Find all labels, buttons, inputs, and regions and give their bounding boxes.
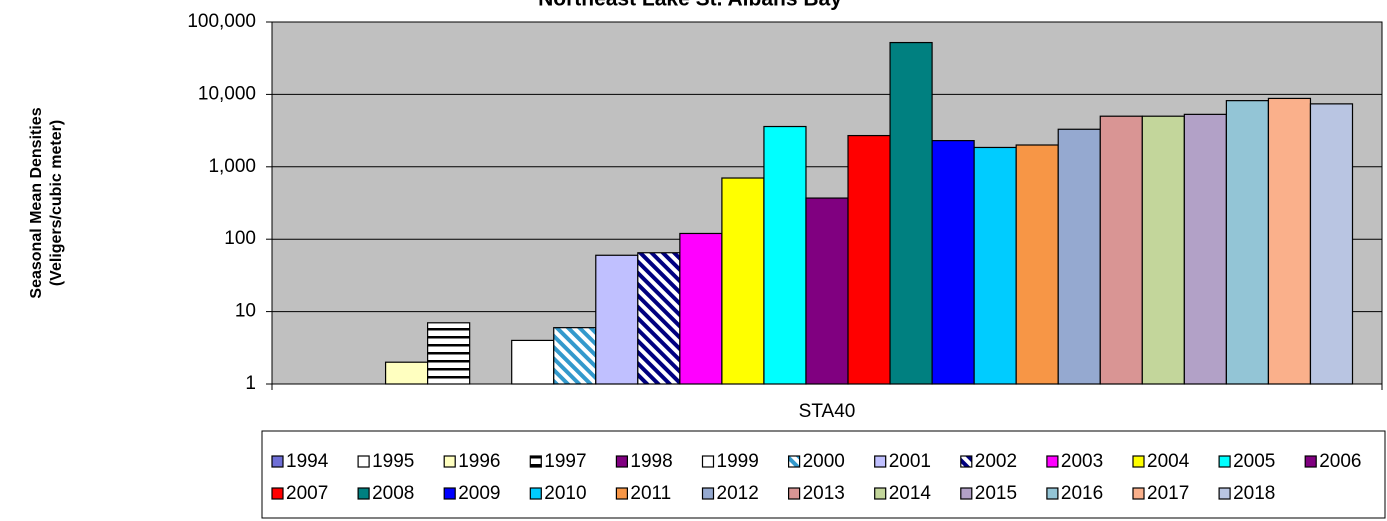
- legend-swatch: [357, 455, 370, 468]
- bar: [889, 41, 933, 385]
- bar: [427, 322, 471, 385]
- legend-label: 2006: [1319, 451, 1361, 472]
- bar: [1015, 144, 1059, 385]
- bar: [1267, 97, 1312, 385]
- legend-label: 2017: [1147, 483, 1189, 504]
- legend-swatch: [357, 487, 370, 500]
- bar: [637, 252, 681, 385]
- legend-swatch: [1046, 487, 1059, 500]
- bar: [1309, 103, 1354, 385]
- legend-label: 2013: [803, 483, 845, 504]
- legend-box: [261, 430, 1386, 519]
- bar: [553, 327, 597, 385]
- legend-swatch: [960, 487, 973, 500]
- y-tick-label: 100: [224, 228, 256, 249]
- legend-swatch: [615, 487, 629, 500]
- legend-label: 2007: [286, 483, 328, 504]
- bar: [805, 197, 849, 385]
- legend-label: 2016: [1061, 483, 1103, 504]
- y-tick-label: 10: [235, 301, 256, 322]
- bar: [763, 125, 807, 385]
- legend-label: 2008: [372, 483, 414, 504]
- legend-swatch: [874, 455, 887, 468]
- legend-swatch: [1218, 487, 1231, 500]
- legend-swatch: [443, 455, 456, 468]
- bar: [1225, 100, 1270, 385]
- legend-swatch: [1218, 455, 1231, 468]
- bar: [721, 177, 765, 385]
- legend-label: 2011: [630, 483, 671, 504]
- legend-swatch: [1132, 455, 1145, 468]
- legend-label: 1997: [544, 451, 586, 472]
- legend-swatch: [701, 487, 715, 500]
- y-tick-label: 1,000: [208, 156, 256, 177]
- bar: [511, 339, 555, 385]
- legend-label: 2003: [1061, 451, 1103, 472]
- y-axis-label: Seasonal Mean Densities: [28, 107, 45, 298]
- legend-label: 2009: [458, 483, 500, 504]
- y-tick-label: 1: [245, 373, 256, 394]
- y-tick-label: 100,000: [187, 11, 256, 32]
- legend-swatch: [787, 487, 801, 500]
- legend-swatch: [787, 455, 801, 468]
- legend-label: 2002: [975, 451, 1017, 472]
- legend-label: 1999: [717, 451, 759, 472]
- legend-swatch: [1304, 455, 1317, 468]
- bar: [1183, 113, 1227, 385]
- chart-title: Northeast Lake St. Albans Bay: [538, 0, 842, 11]
- legend-label: 1994: [286, 451, 329, 472]
- bar: [931, 140, 975, 385]
- bar: [1141, 115, 1185, 385]
- bar: [384, 361, 429, 385]
- legend-label: 2012: [717, 483, 759, 504]
- legend-label: 2004: [1147, 451, 1190, 472]
- x-tick-label: STA40: [799, 401, 856, 422]
- legend-label: 2005: [1233, 451, 1275, 472]
- legend-swatch: [1046, 455, 1059, 468]
- legend-swatch: [615, 455, 629, 468]
- bar: [1057, 128, 1101, 385]
- legend-swatch: [529, 487, 542, 500]
- legend-label: 1995: [372, 451, 414, 472]
- bar: [679, 232, 723, 385]
- y-tick-label: 10,000: [198, 83, 256, 104]
- legend-swatch: [271, 487, 284, 500]
- legend-swatch: [529, 455, 542, 468]
- bar: [1099, 115, 1143, 385]
- legend-swatch: [443, 487, 456, 500]
- legend-label: 2010: [544, 483, 586, 504]
- plot-border: [271, 21, 1383, 385]
- legend-label: 2001: [889, 451, 931, 472]
- legend-swatch: [1132, 487, 1145, 500]
- bar: [847, 134, 891, 385]
- bar: [973, 146, 1017, 385]
- legend-label: 2014: [889, 483, 932, 504]
- legend-label: 2018: [1233, 483, 1275, 504]
- legend-label: 2015: [975, 483, 1017, 504]
- y-axis-label: (Veligers/cubic meter): [48, 120, 65, 286]
- legend-label: 1998: [630, 451, 672, 472]
- legend-swatch: [874, 487, 887, 500]
- legend-swatch: [701, 455, 715, 468]
- legend-label: 1996: [458, 451, 500, 472]
- legend-swatch: [960, 455, 973, 468]
- legend-swatch: [271, 455, 284, 468]
- bar: [595, 254, 639, 385]
- legend-label: 2000: [803, 451, 845, 472]
